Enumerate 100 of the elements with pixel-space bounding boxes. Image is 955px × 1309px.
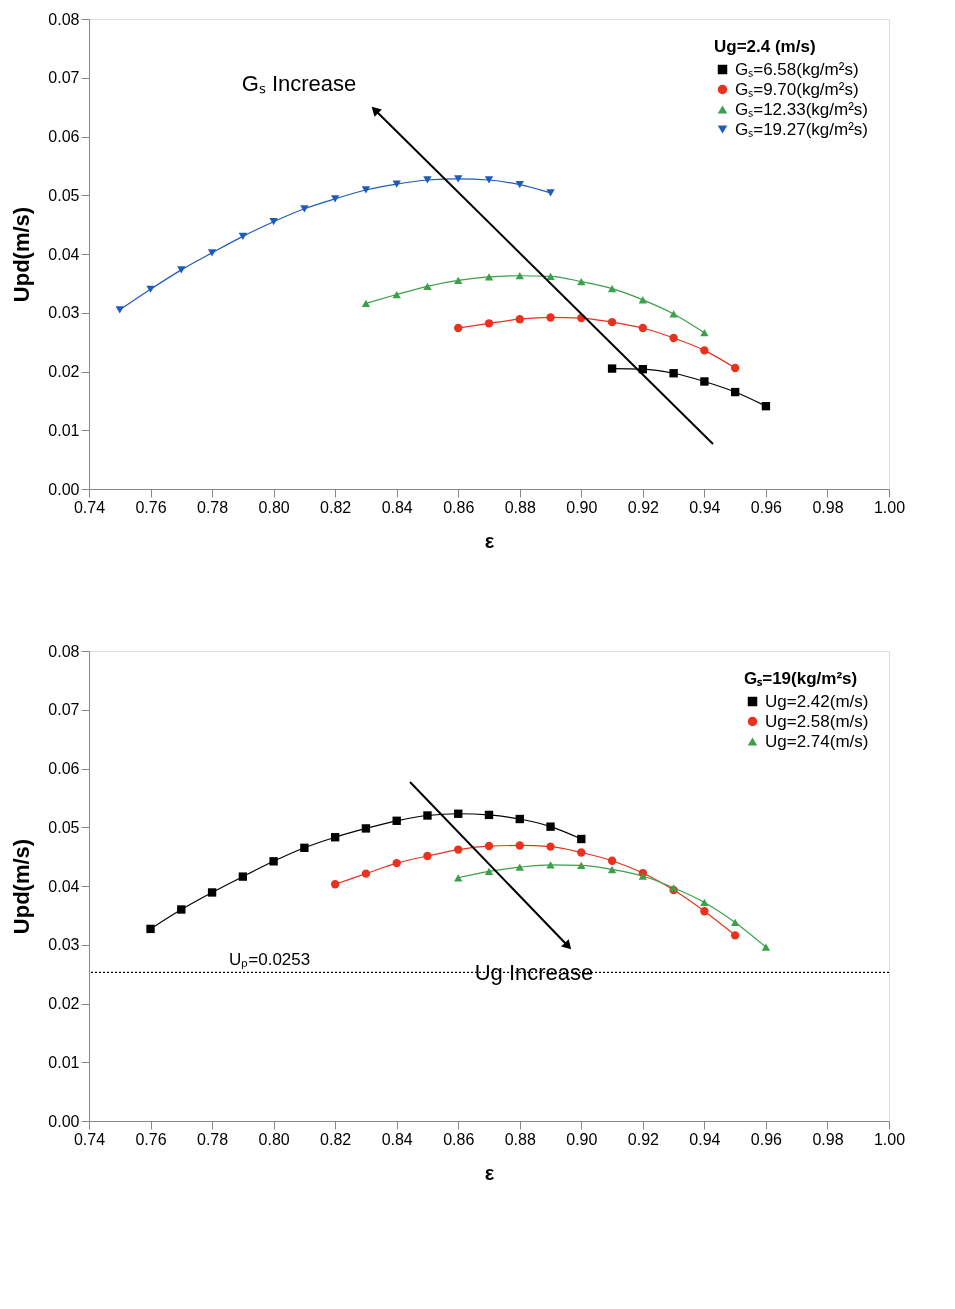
point bbox=[730, 931, 740, 940]
ref-line-label: Uₚ=0.0253 bbox=[229, 950, 311, 971]
point bbox=[546, 822, 555, 831]
point bbox=[730, 918, 740, 927]
point bbox=[269, 218, 278, 226]
point bbox=[607, 865, 617, 874]
point bbox=[515, 814, 524, 824]
legend-title: Ug=2.4 (m/s) bbox=[714, 37, 816, 56]
point bbox=[330, 833, 340, 842]
x-tick-label: 0.92 bbox=[627, 498, 660, 516]
y-tick-label: 0.01 bbox=[48, 1053, 80, 1071]
point bbox=[638, 872, 648, 880]
point bbox=[577, 861, 586, 870]
y-tick-label: 0.05 bbox=[48, 186, 80, 204]
x-tick-label: 1.00 bbox=[873, 498, 906, 516]
point bbox=[454, 874, 463, 882]
x-tick-label: 0.82 bbox=[320, 1130, 352, 1148]
x-tick-label: 0.90 bbox=[566, 498, 598, 516]
x-tick-label: 0.98 bbox=[812, 1130, 844, 1148]
point bbox=[484, 176, 494, 184]
legend-label: Gₛ=12.33(kg/m²s) bbox=[735, 99, 869, 119]
y-tick-label: 0.08 bbox=[48, 10, 80, 28]
point bbox=[423, 176, 432, 184]
point bbox=[730, 387, 740, 397]
x-tick-label: 0.88 bbox=[504, 1130, 536, 1148]
point bbox=[392, 180, 401, 188]
x-tick-label: 0.84 bbox=[381, 1130, 413, 1148]
y-tick-label: 0.03 bbox=[48, 936, 80, 954]
point bbox=[607, 364, 617, 373]
y-tick-label: 0.04 bbox=[48, 877, 80, 895]
x-tick-label: 0.86 bbox=[443, 1130, 475, 1148]
point bbox=[546, 189, 555, 197]
point bbox=[330, 195, 340, 203]
point bbox=[392, 816, 401, 825]
point bbox=[238, 872, 248, 881]
point bbox=[515, 272, 524, 280]
point bbox=[454, 323, 463, 333]
point bbox=[361, 186, 371, 194]
x-tick-label: 0.74 bbox=[73, 498, 106, 516]
point bbox=[546, 313, 555, 322]
x-tick-label: 0.82 bbox=[320, 498, 352, 516]
point bbox=[454, 276, 463, 285]
point bbox=[146, 924, 155, 934]
y-tick-label: 0.06 bbox=[48, 760, 80, 777]
point bbox=[577, 277, 586, 286]
point bbox=[607, 856, 617, 865]
point bbox=[454, 809, 463, 818]
point bbox=[577, 834, 586, 844]
point bbox=[361, 299, 371, 307]
y-axis-title: Upd(m/s) bbox=[9, 206, 35, 303]
y-tick-label: 0.06 bbox=[48, 128, 80, 145]
y-tick-label: 0.05 bbox=[48, 818, 80, 836]
legend-title: Gₛ=19(kg/m²s) bbox=[744, 669, 858, 688]
x-tick-label: 0.96 bbox=[750, 1130, 783, 1148]
point bbox=[484, 867, 494, 875]
point bbox=[546, 842, 555, 851]
point bbox=[454, 175, 463, 183]
x-tick-label: 0.94 bbox=[689, 1130, 721, 1148]
x-tick-label: 0.74 bbox=[73, 1130, 106, 1148]
y-tick-label: 0.08 bbox=[48, 642, 80, 660]
point bbox=[669, 369, 678, 378]
point bbox=[515, 181, 524, 189]
point bbox=[361, 869, 371, 878]
point bbox=[515, 315, 524, 324]
legend-label: Ug=2.58(m/s) bbox=[765, 711, 869, 731]
point bbox=[392, 858, 401, 868]
x-tick-label: 0.88 bbox=[504, 498, 536, 516]
y-tick-label: 0.02 bbox=[48, 363, 80, 380]
y-tick-label: 0.03 bbox=[48, 304, 80, 322]
x-tick-label: 0.96 bbox=[750, 498, 783, 516]
point bbox=[577, 848, 586, 857]
point bbox=[546, 272, 555, 280]
x-tick-label: 0.76 bbox=[135, 498, 167, 516]
point bbox=[607, 285, 617, 293]
y-tick-label: 0.00 bbox=[48, 1112, 80, 1130]
point bbox=[300, 843, 309, 852]
x-axis-title: ε bbox=[484, 1161, 495, 1184]
point bbox=[669, 333, 678, 343]
point bbox=[454, 845, 463, 854]
y-tick-label: 0.04 bbox=[48, 245, 80, 263]
point bbox=[700, 346, 709, 355]
point bbox=[484, 810, 494, 820]
legend-label: Gₛ=9.70(kg/m²s) bbox=[735, 79, 859, 99]
point bbox=[484, 841, 494, 851]
point bbox=[361, 824, 371, 833]
x-tick-label: 0.92 bbox=[627, 1130, 660, 1148]
point bbox=[730, 363, 740, 373]
point bbox=[207, 888, 217, 897]
x-tick-label: 0.84 bbox=[381, 498, 413, 516]
point bbox=[700, 329, 709, 337]
point bbox=[515, 841, 524, 850]
y-tick-label: 0.07 bbox=[48, 69, 80, 87]
point bbox=[392, 290, 401, 299]
point bbox=[177, 905, 186, 914]
point bbox=[177, 266, 186, 274]
point bbox=[607, 317, 617, 327]
point bbox=[238, 232, 248, 240]
legend-label: Ug=2.74(m/s) bbox=[765, 731, 869, 751]
x-tick-label: 0.80 bbox=[258, 1130, 290, 1148]
annotation: Gₛ Increase bbox=[241, 71, 357, 96]
